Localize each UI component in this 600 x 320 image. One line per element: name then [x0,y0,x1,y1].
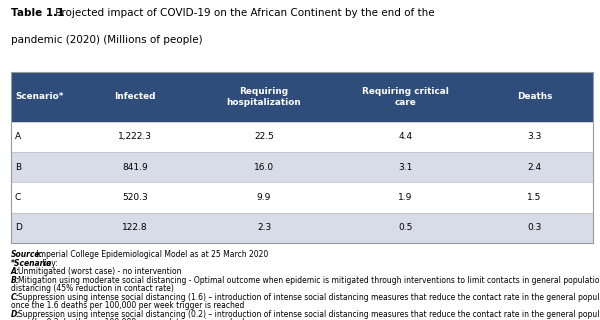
Bar [335,72,476,122]
Text: 1.9: 1.9 [398,193,413,202]
Bar [11,152,593,182]
Text: Deaths: Deaths [517,92,552,101]
Text: Infected: Infected [115,92,156,101]
Text: 22.5: 22.5 [254,132,274,141]
Text: 0.5: 0.5 [398,223,413,233]
Text: Source:: Source: [11,250,43,259]
Text: 4.4: 4.4 [398,132,413,141]
Text: D: D [15,223,22,233]
Text: Imperial College Epidemiological Model as at 25 March 2020: Imperial College Epidemiological Model a… [34,250,268,259]
Text: B:: B: [11,276,20,285]
Text: A:: A: [11,267,20,276]
Text: 3.1: 3.1 [398,163,413,172]
Text: Scenario*: Scenario* [15,92,64,101]
Text: 122.8: 122.8 [122,223,148,233]
Text: Requiring critical
care: Requiring critical care [362,87,449,107]
Text: 9.9: 9.9 [257,193,271,202]
Text: *Scenario: *Scenario [11,259,52,268]
Bar [193,72,335,122]
Text: Unmitigated (worst case) - no intervention: Unmitigated (worst case) - no interventi… [17,267,181,276]
Text: Suppression using intense social distancing (1.6) – introduction of intense soci: Suppression using intense social distanc… [17,293,600,302]
Text: C: C [15,193,21,202]
Text: A: A [15,132,21,141]
Text: 841.9: 841.9 [122,163,148,172]
Text: 0.3: 0.3 [527,223,542,233]
Text: C:: C: [11,293,19,302]
Bar [77,72,193,122]
Bar [11,122,593,152]
Text: Mitigation using moderate social distancing - Optimal outcome when epidemic is m: Mitigation using moderate social distanc… [17,276,600,285]
Text: once the 0.2 deaths per 100,000 per week trigger is reached: once the 0.2 deaths per 100,000 per week… [11,318,244,320]
Text: D:: D: [11,310,20,319]
Text: 16.0: 16.0 [254,163,274,172]
Text: 1,222.3: 1,222.3 [118,132,152,141]
Text: 520.3: 520.3 [122,193,148,202]
Text: Requiring
hospitalization: Requiring hospitalization [227,87,301,107]
Text: 2.4: 2.4 [527,163,542,172]
Text: distancing (45% reduction in contact rate): distancing (45% reduction in contact rat… [11,284,173,293]
Text: pandemic (2020) (Millions of people): pandemic (2020) (Millions of people) [11,35,202,45]
Text: Suppression using intense social distancing (0.2) – introduction of intense soci: Suppression using intense social distanc… [17,310,600,319]
Text: key:: key: [40,259,58,268]
Text: 2.3: 2.3 [257,223,271,233]
Text: Table 1.1: Table 1.1 [11,8,64,18]
Text: B: B [15,163,21,172]
Bar [11,182,593,213]
Bar [476,72,593,122]
Bar [11,213,593,243]
Text: Projected impact of COVID-19 on the African Continent by the end of the: Projected impact of COVID-19 on the Afri… [52,8,434,18]
Text: once the 1.6 deaths per 100,000 per week trigger is reached: once the 1.6 deaths per 100,000 per week… [11,301,244,310]
Text: 1.5: 1.5 [527,193,542,202]
Text: 3.3: 3.3 [527,132,542,141]
Bar [11,72,77,122]
